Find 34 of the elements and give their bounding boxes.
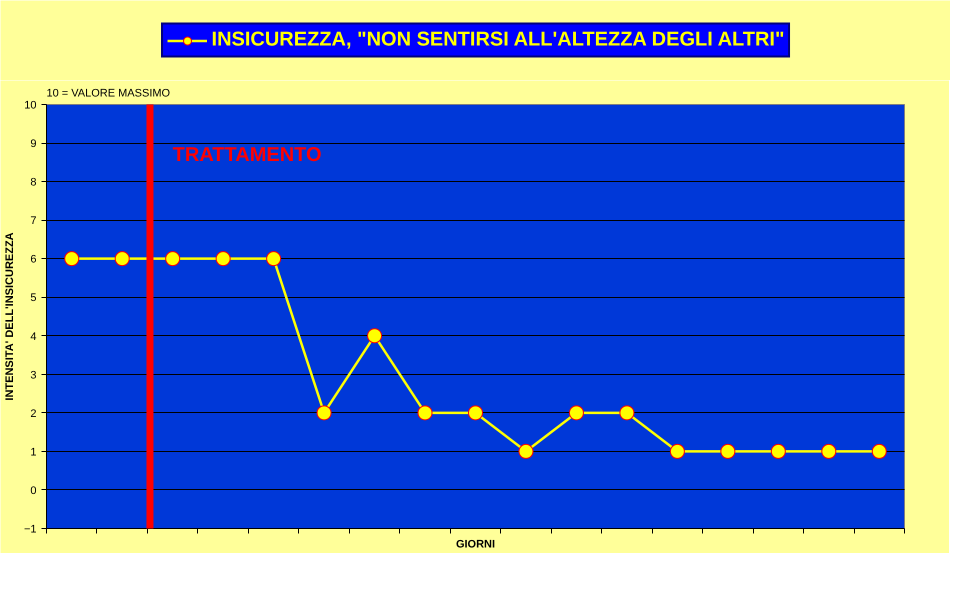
point bbox=[518, 444, 534, 459]
legend-label: INSICUREZZA, "NON SENTIRSI ALL'ALTEZZA DEGLI ALTRI" bbox=[212, 28, 784, 52]
y-tick-label: −1 bbox=[24, 524, 37, 536]
point bbox=[468, 405, 483, 420]
point bbox=[114, 251, 130, 266]
point bbox=[821, 444, 836, 459]
point bbox=[619, 405, 634, 420]
point bbox=[316, 405, 332, 420]
point bbox=[165, 251, 180, 266]
y-tick-label: 2 bbox=[30, 408, 37, 420]
y-tick-label: 9 bbox=[30, 138, 37, 150]
y-axis-title: INTENSITA' DELL'INSICUREZZA bbox=[4, 232, 16, 401]
point bbox=[266, 251, 282, 266]
x-axis-title: GIORNI bbox=[456, 538, 496, 550]
y-tick-label: 1 bbox=[30, 446, 37, 458]
y-tick-label: 10 bbox=[24, 100, 37, 112]
annotation: TRATTAMENTO bbox=[172, 144, 322, 166]
y-tick-label: 3 bbox=[30, 369, 37, 382]
y-tick-label: 8 bbox=[30, 176, 37, 189]
point bbox=[770, 444, 786, 459]
point bbox=[670, 444, 685, 459]
y-tick-label: 7 bbox=[30, 215, 37, 228]
point bbox=[216, 251, 231, 266]
point bbox=[720, 444, 736, 459]
text: 10 = VALORE MASSIMO bbox=[46, 88, 171, 100]
point bbox=[418, 405, 433, 420]
point bbox=[568, 405, 584, 420]
y-tick-label: 4 bbox=[30, 330, 37, 343]
point bbox=[367, 328, 382, 344]
y-tick-label: 6 bbox=[30, 254, 37, 266]
y-tick-label: 0 bbox=[30, 484, 37, 497]
y-tick-label: 5 bbox=[30, 292, 37, 304]
point bbox=[64, 251, 80, 266]
point bbox=[872, 444, 887, 459]
